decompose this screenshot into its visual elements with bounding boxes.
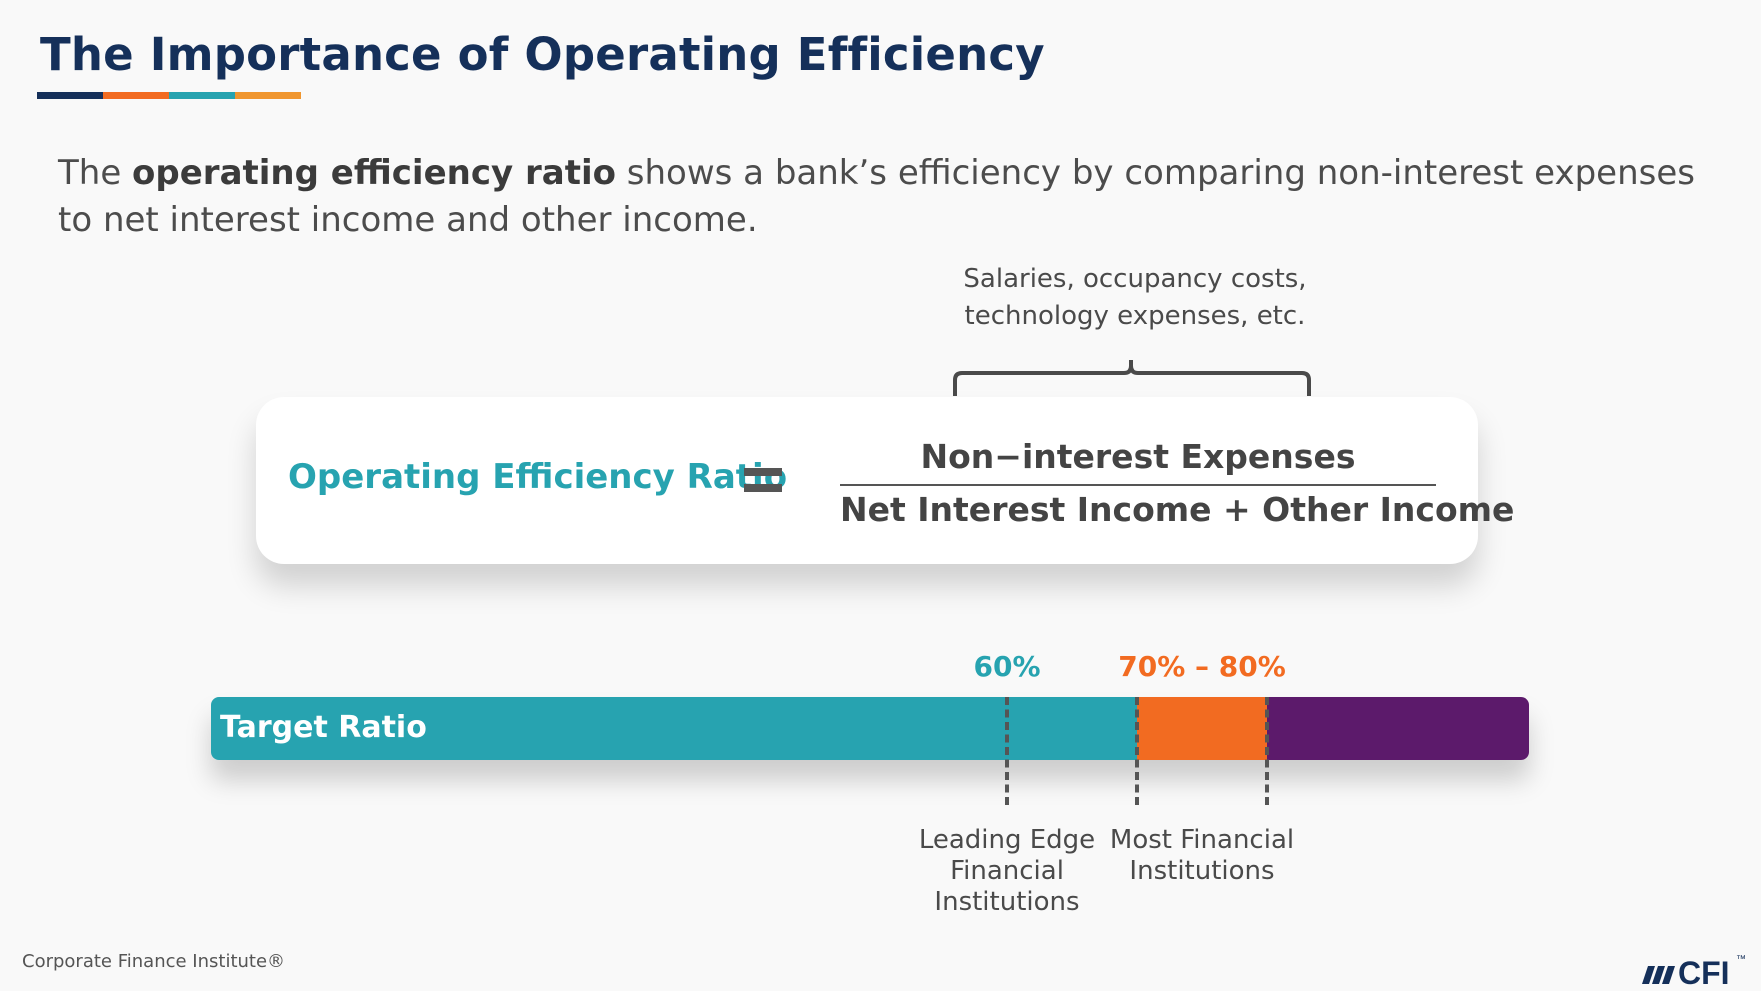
logo-text: CFI [1678, 955, 1730, 988]
dashed-tick-70 [1135, 697, 1139, 805]
page-title: The Importance of Operating Efficiency [40, 28, 1045, 81]
bar-segment-70-80 [1137, 697, 1267, 760]
bar-segment-80-100 [1267, 697, 1529, 760]
marker-label-leading-edge: 60% [973, 650, 1041, 683]
formula-numerator: Non−interest Expenses [920, 437, 1356, 476]
formula-fraction: Non−interest Expenses Net Interest Incom… [840, 437, 1515, 529]
equals-icon [744, 468, 782, 492]
footer-credit: Corporate Finance Institute® [22, 951, 286, 972]
formula-lhs: Operating Efficiency Ratio [288, 457, 788, 497]
marker-description-line: Leading Edge [918, 825, 1096, 855]
title-underline-segment [103, 92, 169, 99]
dashed-tick-80 [1265, 697, 1269, 805]
cfi-logo: CFI ™ [1642, 954, 1746, 988]
dashed-tick-60 [1005, 697, 1009, 805]
logo-tm: ™ [1736, 954, 1746, 965]
intro-after: shows a bank’s efficiency by comparing n… [58, 153, 1695, 240]
annotation-line-1: Salaries, occupancy costs, [963, 264, 1307, 294]
title-underline-segment [235, 92, 301, 99]
annotation-line-2: technology expenses, etc. [964, 301, 1306, 331]
marker-description-most-fi: Most Financial Institutions [1110, 825, 1294, 887]
formula-card: Operating Efficiency Ratio Non−interest … [256, 397, 1515, 564]
intro-before: The [58, 153, 133, 193]
title-underline-segment [169, 92, 235, 99]
brace-icon [953, 360, 1311, 396]
marker-description-leading-edge: Leading Edge Financial Institutions [919, 825, 1095, 918]
marker-description-line: Most Financial [1109, 825, 1295, 855]
bar-segment-to-70 [211, 697, 1137, 760]
bar-label: Target Ratio [220, 710, 427, 745]
numerator-annotation: Salaries, occupancy costs, technology ex… [930, 261, 1340, 335]
marker-description-line: Financial [950, 856, 1064, 886]
fraction-line [840, 484, 1436, 486]
marker-description-line: Institutions [934, 887, 1080, 917]
intro-bold-term: operating efficiency ratio [132, 153, 616, 193]
intro-text: The operating efficiency ratio shows a b… [58, 150, 1698, 244]
title-underline-segment [37, 92, 103, 99]
target-ratio-bar: Target Ratio [211, 697, 1529, 760]
title-underline [37, 92, 301, 99]
marker-label-most-fi: 70% – 80% [1118, 650, 1286, 683]
formula-denominator: Net Interest Income + Other Income [840, 490, 1515, 529]
marker-description-line: Institutions [1129, 856, 1275, 886]
